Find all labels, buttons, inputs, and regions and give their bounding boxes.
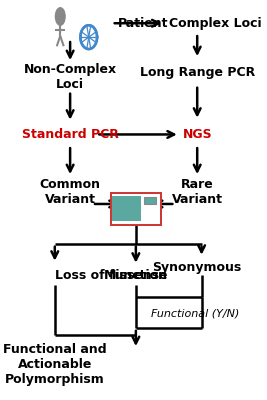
Text: Functional and
Actionable
Polymorphism: Functional and Actionable Polymorphism xyxy=(3,343,107,386)
Text: Patient: Patient xyxy=(118,17,169,30)
Text: Complex Loci: Complex Loci xyxy=(169,17,261,30)
Text: Long Range PCR: Long Range PCR xyxy=(140,66,255,79)
Text: NGS: NGS xyxy=(182,128,212,141)
Text: Common
Variant: Common Variant xyxy=(40,178,101,206)
Text: Functional (Y/N): Functional (Y/N) xyxy=(151,308,239,318)
Text: Loss of function: Loss of function xyxy=(55,269,167,282)
Circle shape xyxy=(56,8,65,25)
Bar xyxy=(112,196,141,222)
Text: Rare
Variant: Rare Variant xyxy=(172,178,223,206)
Bar xyxy=(144,197,156,204)
Text: Synonymous: Synonymous xyxy=(152,261,242,274)
Text: Standard PCR: Standard PCR xyxy=(22,128,119,141)
Text: Non-Complex
Loci: Non-Complex Loci xyxy=(23,63,117,91)
Bar xyxy=(111,193,161,225)
Text: Missense: Missense xyxy=(104,269,168,282)
